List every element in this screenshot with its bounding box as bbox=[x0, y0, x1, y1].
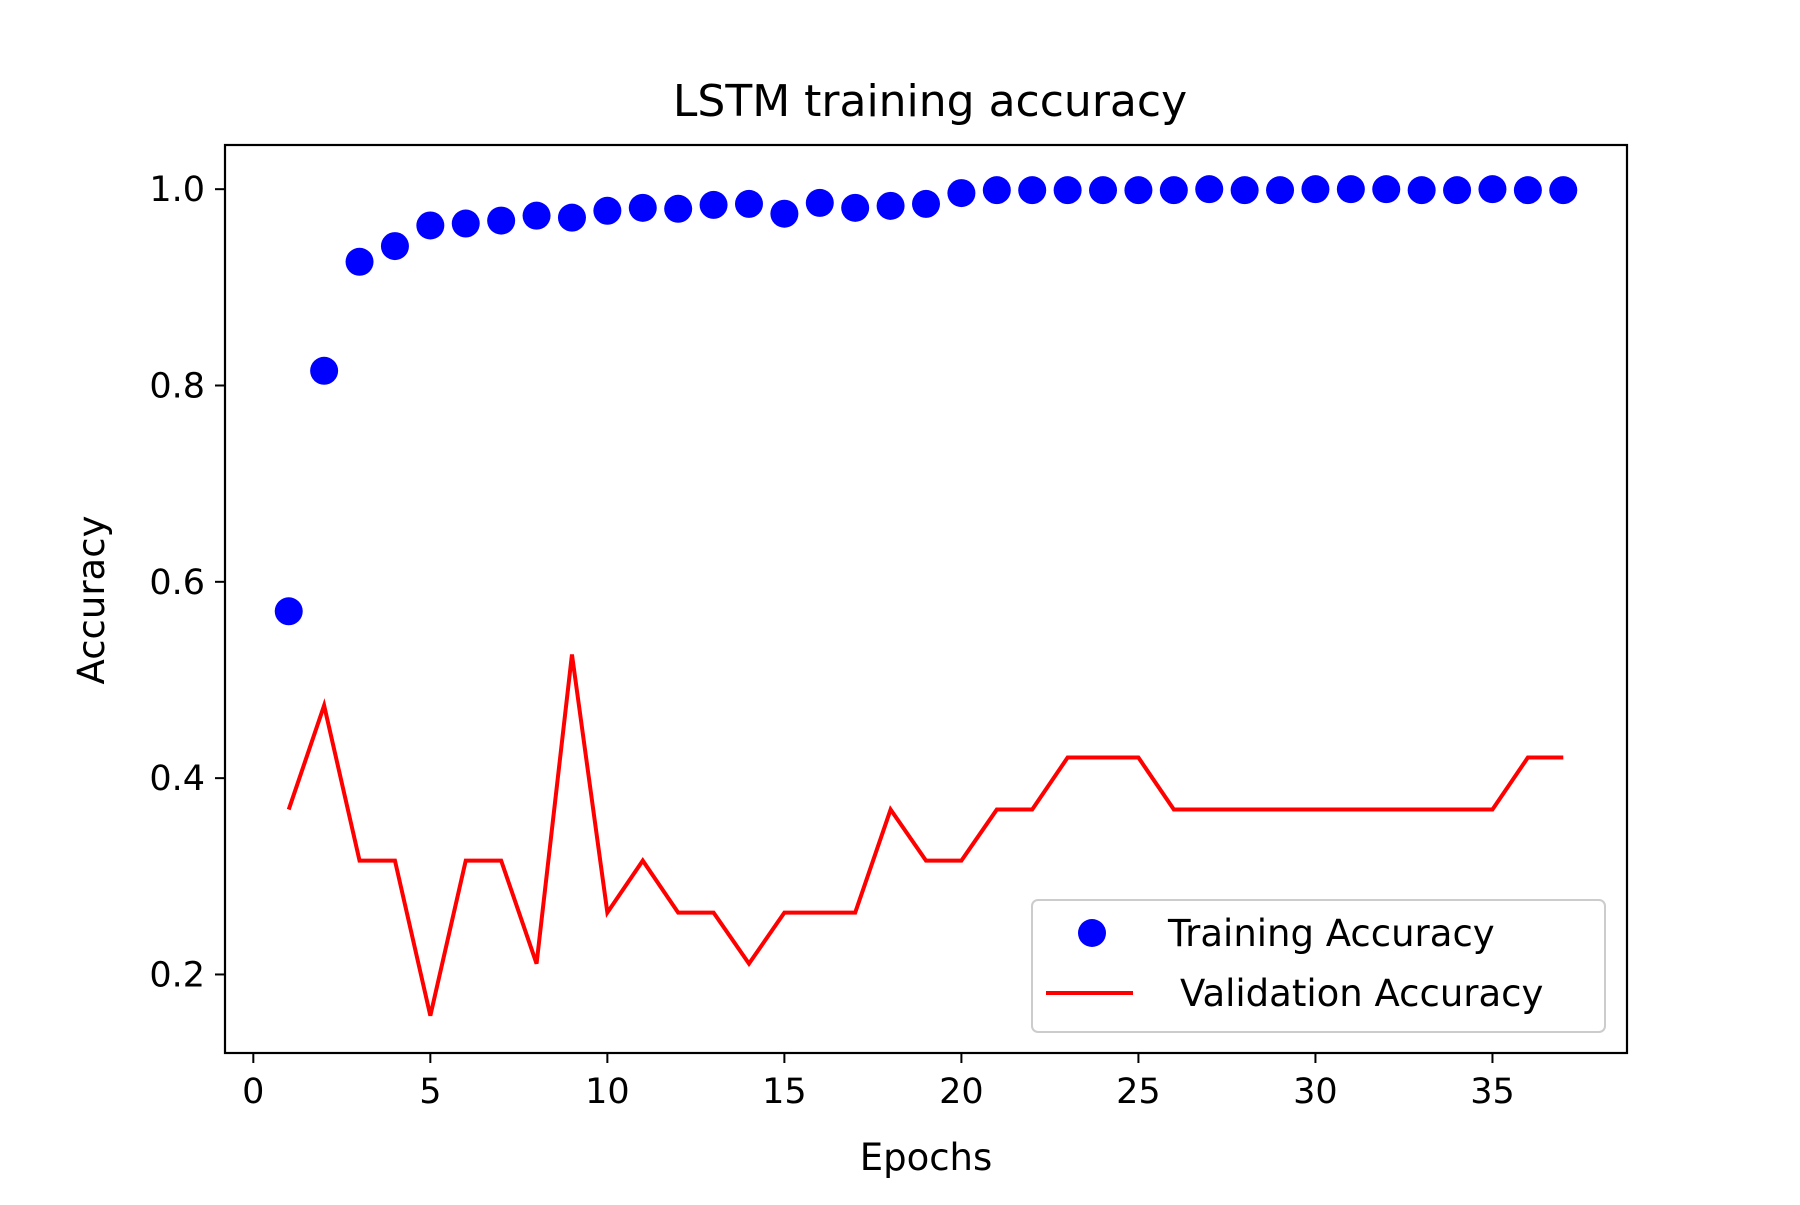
legend: Training Accuracy Validation Accuracy bbox=[1031, 899, 1606, 1033]
tick-layer: 0 5 10 15 20 25 30 35 0.2 0.4 0.6 0.8 1.0 bbox=[149, 170, 1514, 1112]
training-accuracy-point bbox=[1018, 176, 1047, 205]
x-tick-label: 15 bbox=[762, 1072, 807, 1112]
training-accuracy-point bbox=[841, 193, 870, 222]
legend-validation-label: Validation Accuracy bbox=[1180, 972, 1543, 1015]
training-accuracy-point bbox=[416, 211, 445, 240]
training-accuracy-point bbox=[274, 597, 303, 626]
training-accuracy-point bbox=[593, 196, 622, 225]
training-accuracy-point bbox=[1407, 176, 1436, 205]
training-accuracy-point bbox=[628, 193, 657, 222]
axes-frame bbox=[223, 143, 1629, 1055]
training-accuracy-point bbox=[1089, 176, 1118, 205]
legend-box bbox=[1031, 899, 1606, 1033]
training-accuracy-point bbox=[1124, 176, 1153, 205]
x-tick-label: 5 bbox=[419, 1072, 441, 1112]
training-accuracy-point bbox=[734, 189, 763, 218]
y-tick-label: 1.0 bbox=[149, 170, 205, 210]
training-accuracy-point bbox=[1513, 176, 1542, 205]
y-tick-label: 0.4 bbox=[149, 759, 205, 799]
y-tick-label: 0.2 bbox=[149, 955, 205, 995]
x-tick-label: 30 bbox=[1293, 1072, 1338, 1112]
training-accuracy-point bbox=[699, 190, 728, 219]
training-accuracy-point bbox=[876, 191, 905, 220]
training-accuracy-point bbox=[805, 188, 834, 217]
training-accuracy-point bbox=[1443, 176, 1472, 205]
x-tick-label: 35 bbox=[1470, 1072, 1515, 1112]
training-accuracy-point bbox=[1195, 175, 1224, 204]
x-tick-label: 20 bbox=[939, 1072, 984, 1112]
training-accuracy-point bbox=[1301, 175, 1330, 204]
training-accuracy-point bbox=[947, 179, 976, 208]
x-tick-label: 0 bbox=[242, 1072, 264, 1112]
training-accuracy-point bbox=[1478, 175, 1507, 204]
training-accuracy-point bbox=[451, 209, 480, 238]
training-accuracy-point bbox=[1372, 175, 1401, 204]
validation-accuracy-line bbox=[286, 654, 1564, 1017]
plot-area: 0 5 10 15 20 25 30 35 0.2 0.4 0.6 0.8 1.0 bbox=[149, 143, 1629, 1112]
training-accuracy-point bbox=[770, 199, 799, 228]
x-axis-label: Epochs bbox=[860, 1136, 993, 1179]
training-accuracy-point bbox=[1053, 176, 1082, 205]
training-accuracy-point bbox=[380, 232, 409, 261]
legend-training-label: Training Accuracy bbox=[1167, 912, 1495, 955]
y-tick-label: 0.8 bbox=[149, 366, 205, 406]
training-accuracy-point bbox=[310, 356, 339, 385]
x-tick-label: 10 bbox=[585, 1072, 630, 1112]
training-accuracy-point bbox=[982, 176, 1011, 205]
training-accuracy-point bbox=[1230, 176, 1259, 205]
legend-training-marker bbox=[1078, 919, 1106, 947]
training-accuracy-point bbox=[664, 194, 693, 223]
training-accuracy-point bbox=[345, 247, 374, 276]
x-tick-label: 25 bbox=[1116, 1072, 1161, 1112]
series-layer bbox=[274, 175, 1578, 1017]
y-axis-label: Accuracy bbox=[70, 516, 113, 685]
training-accuracy-point bbox=[557, 203, 586, 232]
training-accuracy-point bbox=[1549, 176, 1578, 205]
training-accuracy-point bbox=[1159, 176, 1188, 205]
y-tick-label: 0.6 bbox=[149, 563, 205, 603]
training-accuracy-point bbox=[522, 201, 551, 230]
training-accuracy-point bbox=[487, 206, 516, 235]
chart-title: LSTM training accuracy bbox=[673, 76, 1187, 127]
training-accuracy-point bbox=[1266, 176, 1295, 205]
training-accuracy-point bbox=[912, 189, 940, 218]
training-accuracy-point bbox=[1336, 175, 1365, 204]
